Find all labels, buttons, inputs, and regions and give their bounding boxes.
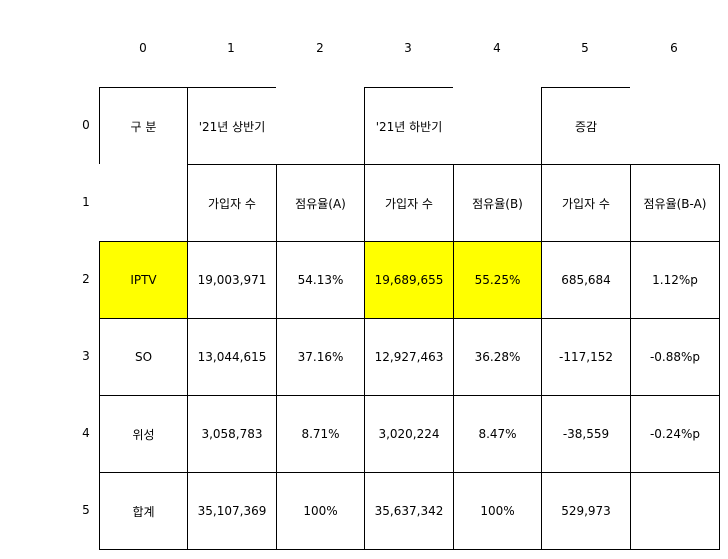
table-cell: 가입자 수 — [541, 164, 631, 242]
table-cell: 100% — [453, 472, 542, 550]
table-cell: 1.12%p — [630, 241, 720, 319]
table-cell: 19,003,971 — [187, 241, 277, 319]
column-index-0: 0 — [139, 41, 147, 55]
table-cell: 12,927,463 — [364, 318, 454, 396]
table-cell-highlighted: 55.25% — [453, 241, 542, 319]
table-cell-highlighted: 19,689,655 — [364, 241, 454, 319]
table-cell: 점유율(B) — [453, 164, 542, 242]
table-cell: 13,044,615 — [187, 318, 277, 396]
table-cell: 위성 — [99, 395, 188, 473]
table-cell — [453, 87, 542, 165]
table-cell — [99, 164, 188, 242]
table-cell: -38,559 — [541, 395, 631, 473]
table-cell: 54.13% — [276, 241, 365, 319]
table-cell: 8.71% — [276, 395, 365, 473]
table-cell-highlighted: IPTV — [99, 241, 188, 319]
table-cell: SO — [99, 318, 188, 396]
table-cell: 35,107,369 — [187, 472, 277, 550]
table-cell: 합계 — [99, 472, 188, 550]
table-cell: 36.28% — [453, 318, 542, 396]
row-index-2: 2 — [82, 272, 90, 286]
table-cell: 529,973 — [541, 472, 631, 550]
row-index-0: 0 — [82, 118, 90, 132]
table-cell — [630, 472, 720, 550]
column-index-2: 2 — [316, 41, 324, 55]
column-index-4: 4 — [493, 41, 501, 55]
table-cell: 3,020,224 — [364, 395, 454, 473]
table-cell: 구 분 — [99, 87, 188, 165]
row-index-1: 1 — [82, 195, 90, 209]
row-index-4: 4 — [82, 426, 90, 440]
table-cell: 37.16% — [276, 318, 365, 396]
table-cell: 점유율(A) — [276, 164, 365, 242]
table-cell: 가입자 수 — [364, 164, 454, 242]
column-index-6: 6 — [670, 41, 678, 55]
column-index-5: 5 — [581, 41, 589, 55]
row-index-5: 5 — [82, 503, 90, 517]
table-cell: 3,058,783 — [187, 395, 277, 473]
table-cell: 35,637,342 — [364, 472, 454, 550]
column-index-1: 1 — [227, 41, 235, 55]
row-index-3: 3 — [82, 349, 90, 363]
table-cell: 8.47% — [453, 395, 542, 473]
column-index-3: 3 — [404, 41, 412, 55]
table-cell: 가입자 수 — [187, 164, 277, 242]
table-cell: -117,152 — [541, 318, 631, 396]
table-cell: 점유율(B-A) — [630, 164, 720, 242]
table-cell: '21년 상반기 — [187, 87, 277, 165]
table-cell: -0.24%p — [630, 395, 720, 473]
table-cell — [276, 87, 365, 165]
table-cell: '21년 하반기 — [364, 87, 454, 165]
table-cell: 100% — [276, 472, 365, 550]
table-cell: 증감 — [541, 87, 631, 165]
table-cell: 685,684 — [541, 241, 631, 319]
table-cell: -0.88%p — [630, 318, 720, 396]
table-cell — [630, 87, 720, 165]
